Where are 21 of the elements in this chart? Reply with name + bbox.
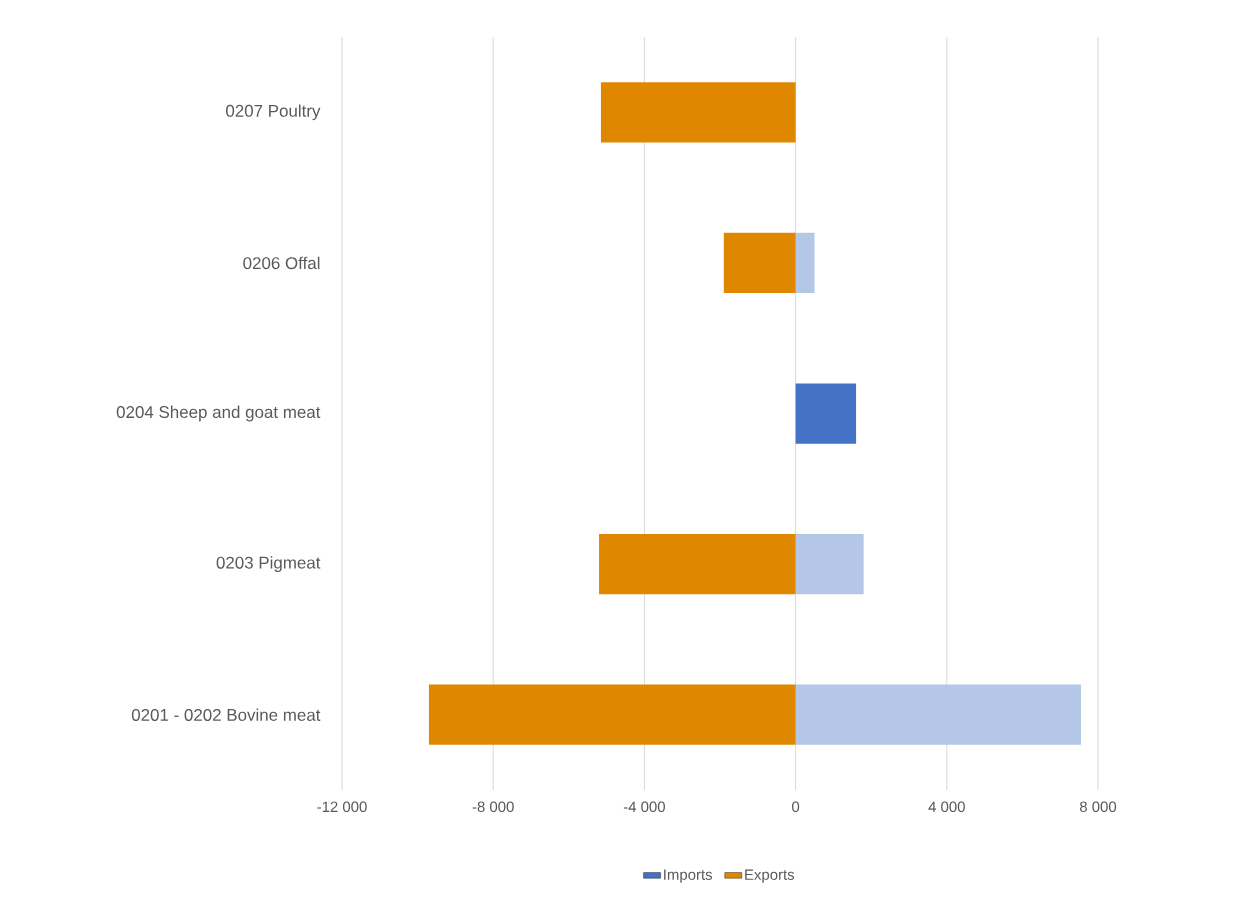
- bar: [795, 533, 864, 595]
- y-tick-label: 0204 Sheep and goat meat: [116, 405, 321, 422]
- y-tick-label: 0206 Offal: [243, 256, 320, 270]
- y-tick-label: 0201 - 0202 Bovine meat: [131, 708, 321, 721]
- bar: [428, 684, 796, 745]
- bar: [600, 82, 796, 143]
- x-tick-label: -12 000: [317, 801, 367, 813]
- bar: [795, 383, 857, 444]
- bar: [795, 684, 1081, 745]
- bar: [723, 232, 796, 294]
- bar: [599, 533, 796, 595]
- legend-label: Imports: [664, 869, 713, 883]
- x-tick-label: 4 000: [928, 801, 965, 813]
- x-tick-label: 0: [792, 801, 800, 813]
- x-tick-label: -4 000: [623, 801, 665, 813]
- legend-label: Exports: [745, 869, 795, 883]
- x-tick-label: 8 000: [1079, 801, 1117, 813]
- y-tick-label: 0203 Pigmeat: [216, 556, 321, 572]
- x-tick-label: -8 000: [472, 801, 514, 813]
- bar: [795, 232, 815, 294]
- y-tick-label: 0207 Poultry: [226, 104, 321, 121]
